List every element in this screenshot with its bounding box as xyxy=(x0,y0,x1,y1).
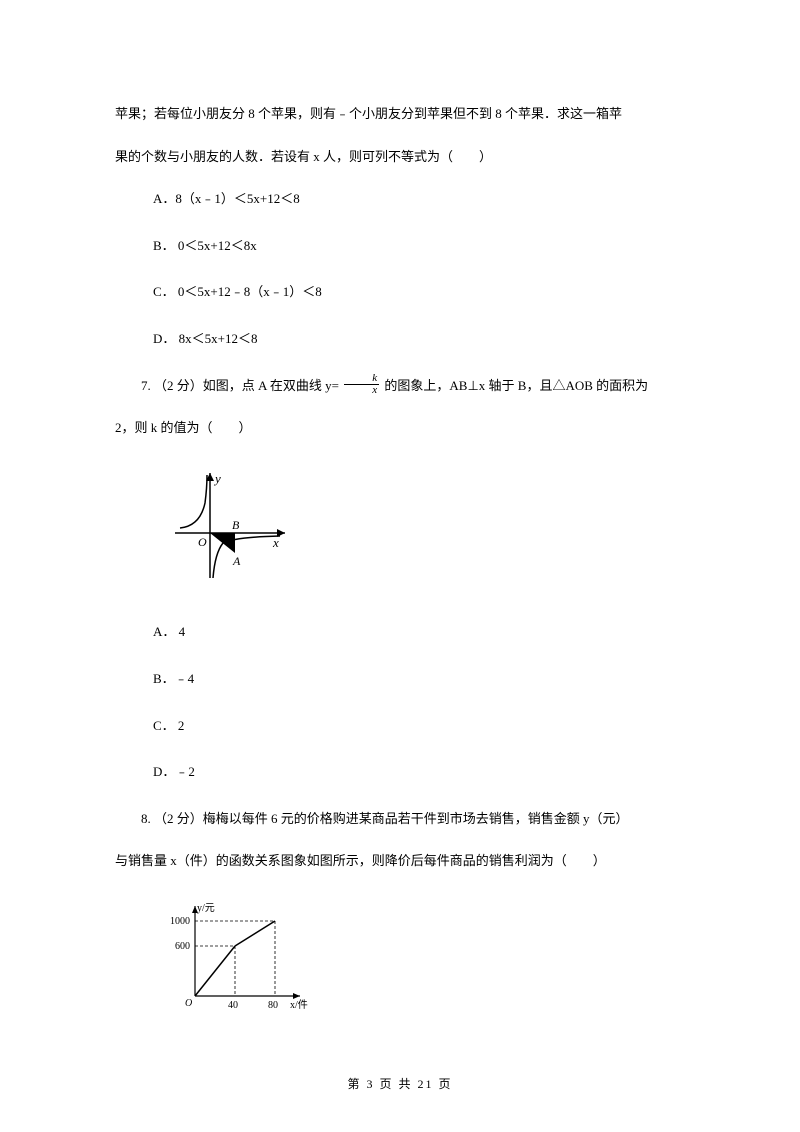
q7-text-before: 7. （2 分）如图，点 A 在双曲线 y= xyxy=(141,378,342,393)
q7-stem-line2: 2，则 k 的值为（ ） xyxy=(115,414,685,443)
q8-fig-o-label: O xyxy=(185,998,192,1009)
q7-figure: y x O B A xyxy=(165,463,685,594)
q8-fig-y-label: y/元 xyxy=(197,903,215,914)
q6-option-d: D． 8x＜5x+12＜8 xyxy=(127,325,685,354)
q7-option-a: A． 4 xyxy=(127,618,685,647)
q7-fig-b-label: B xyxy=(232,518,240,532)
q7-frac-den: x xyxy=(344,385,379,396)
q8-stem-line2: 与销售量 x（件）的函数关系图象如图所示，则降价后每件商品的销售利润为（ ） xyxy=(115,847,685,876)
page-footer: 第 3 页 共 21 页 xyxy=(0,1075,800,1092)
q6-option-b: B． 0＜5x+12＜8x xyxy=(127,232,685,261)
q8-stem-line1: 8. （2 分）梅梅以每件 6 元的价格购进某商品若干件到市场去销售，销售金额 … xyxy=(115,805,685,834)
q7-fraction: kx xyxy=(344,373,379,396)
q7-fig-a-label: A xyxy=(232,554,241,568)
q6-option-a: A．8（x﹣1）＜5x+12＜8 xyxy=(127,185,685,214)
q7-option-c: C． 2 xyxy=(127,712,685,741)
q7-fig-x-label: x xyxy=(272,535,279,550)
q7-stem-line1: 7. （2 分）如图，点 A 在双曲线 y= kx 的图象上，AB⊥x 轴于 B… xyxy=(115,372,685,401)
q6-option-c: C． 0＜5x+12﹣8（x﹣1）＜8 xyxy=(127,278,685,307)
q8-figure: y/元 x/件 O 1000 600 40 80 xyxy=(165,896,685,1027)
q8-fig-xtick2: 80 xyxy=(268,1000,278,1011)
q8-fig-xtick1: 40 xyxy=(228,1000,238,1011)
q8-fig-ytick2: 600 xyxy=(175,941,190,952)
q8-fig-ytick1: 1000 xyxy=(170,916,190,927)
q7-option-d: D．﹣2 xyxy=(127,758,685,787)
q7-fig-o-label: O xyxy=(198,535,207,549)
q6-continuation-2: 果的个数与小朋友的人数．若设有 x 人，则可列不等式为（ ） xyxy=(115,143,685,172)
q7-text-after: 的图象上，AB⊥x 轴于 B，且△AOB 的面积为 xyxy=(381,378,648,393)
q6-continuation-1: 苹果；若每位小朋友分 8 个苹果，则有﹣个小朋友分到苹果但不到 8 个苹果．求这… xyxy=(115,100,685,129)
q8-fig-x-label: x/件 xyxy=(290,999,308,1011)
q7-fig-y-label: y xyxy=(213,471,221,486)
q7-option-b: B．﹣4 xyxy=(127,665,685,694)
